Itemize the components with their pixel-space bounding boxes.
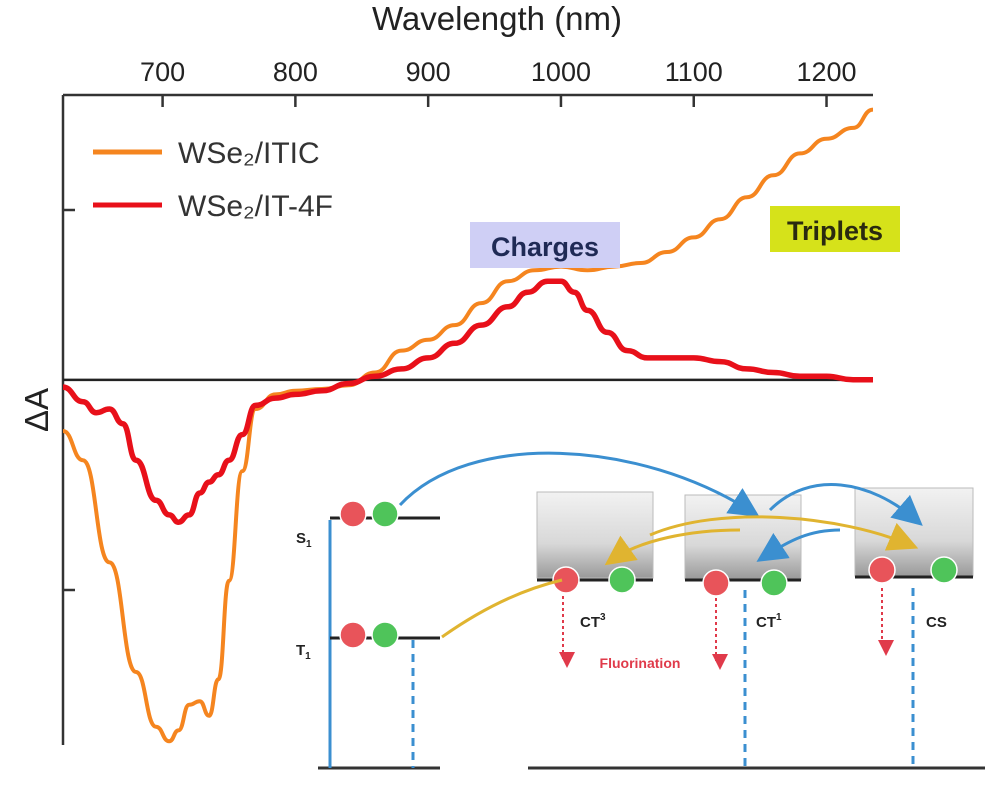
charges-label: Charges	[491, 232, 599, 262]
legend-label-itic: WSe₂/ITIC	[178, 137, 320, 170]
x-tick-label: 1000	[531, 57, 591, 87]
s1-label: S1	[296, 530, 312, 550]
hole-icon	[868, 556, 896, 584]
cs-label: CS	[926, 614, 947, 631]
electron-icon	[371, 621, 399, 649]
electron-icon	[760, 569, 788, 597]
ct3-to-cs-gold-arrow	[649, 515, 919, 551]
hole-icon	[552, 566, 580, 594]
triplets-label: Triplets	[787, 216, 883, 246]
legend: WSe₂/ITIC WSe₂/IT-4F	[93, 137, 333, 223]
ct1-label: CT1	[756, 612, 782, 631]
x-tick-label: 1200	[796, 57, 856, 87]
axes: 700 800 900 1000 1100 1200	[61, 57, 873, 745]
x-tick-label: 1100	[665, 57, 723, 87]
x-tick-label: 900	[406, 57, 451, 87]
cs-to-ct1-arrow	[756, 528, 841, 562]
ct3-band	[536, 491, 654, 579]
electron-icon	[371, 500, 399, 528]
t1-label: T1	[296, 642, 311, 662]
hole-icon	[339, 621, 367, 649]
energy-diagram: S1 T1 CT3 CT1	[296, 451, 985, 770]
series-line-it4f	[62, 278, 873, 525]
x-tick-label: 800	[273, 57, 318, 87]
x-axis-title: Wavelength (nm)	[372, 0, 622, 37]
fluorination-label: Fluorination	[600, 655, 681, 671]
ct3-label-text: CT	[580, 614, 600, 631]
series-layer	[62, 107, 874, 744]
legend-label-it4f: WSe₂/IT-4F	[178, 190, 333, 223]
t1-label-text: T	[296, 642, 305, 659]
ct1-label-sup: 1	[776, 612, 782, 623]
hole-icon	[339, 500, 367, 528]
hole-icon	[702, 569, 730, 597]
s1-to-ct1-arrow	[398, 451, 760, 517]
cs-to-ct3-gold-arrow	[604, 528, 741, 566]
x-tick-label: 700	[140, 57, 185, 87]
s1-label-text: S	[296, 530, 306, 547]
ct3-label-sup: 3	[600, 612, 606, 623]
t1-to-ct3-gold-line	[441, 578, 563, 639]
s1-label-sub: 1	[306, 539, 312, 550]
ct1-to-cs-arrow	[768, 483, 923, 526]
y-axis-title: ΔA	[18, 388, 55, 432]
charges-label-bg	[470, 222, 620, 268]
x-ticks: 700 800 900 1000 1100 1200	[140, 57, 857, 107]
electron-icon	[608, 566, 636, 594]
ct3-label: CT3	[580, 612, 606, 631]
electron-icon	[930, 556, 958, 584]
triplets-label-bg	[770, 206, 900, 252]
ct1-label-text: CT	[756, 614, 776, 631]
t1-label-sub: 1	[305, 651, 311, 662]
